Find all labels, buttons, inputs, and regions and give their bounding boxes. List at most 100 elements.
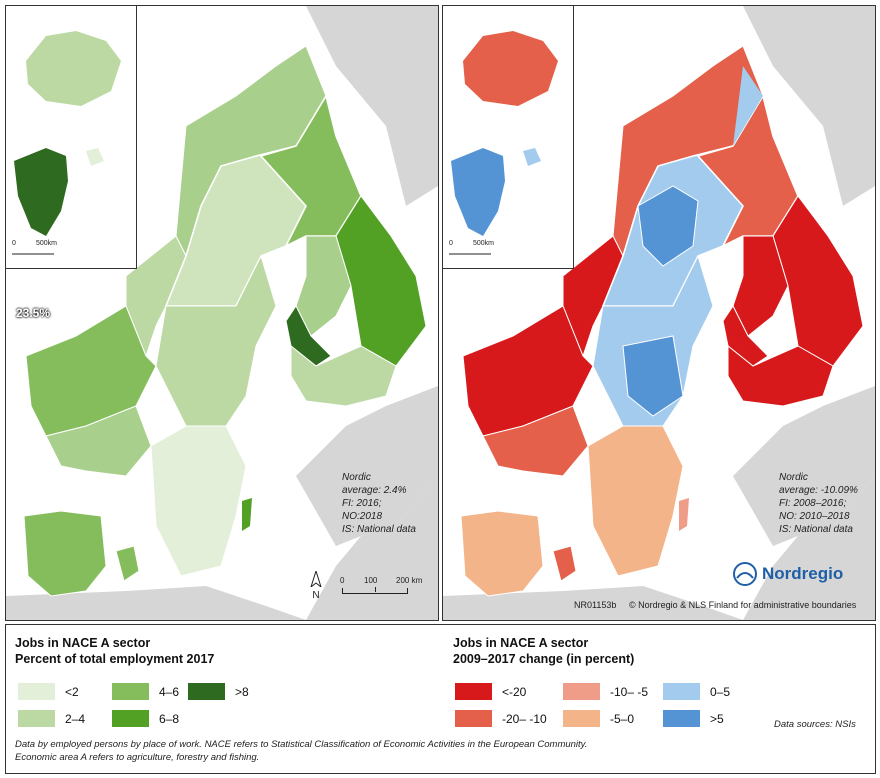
legend-item: >8: [188, 683, 249, 700]
legend-swatch: [112, 683, 149, 700]
region-sweden-norrbotten: [637, 185, 699, 267]
legend-swatch: [18, 710, 55, 727]
legend-item: <-20: [455, 683, 526, 700]
legend-swatch: [663, 683, 700, 700]
nordregio-logo-text: Nordregio: [762, 564, 844, 583]
region-iceland: [26, 31, 121, 106]
legend-left-title: Jobs in NACE A sector Percent of total e…: [15, 635, 214, 667]
legend-title-line: 2009–2017 change (in percent): [453, 652, 635, 666]
legend-label: >8: [235, 684, 249, 699]
region-norway-west: [25, 305, 157, 437]
map-employment-share: 23.5% 0 500km Nordic average: 2.4% FI: 2…: [5, 5, 439, 621]
legend-item: 0–5: [663, 683, 730, 700]
background-land-east: [296, 386, 438, 546]
inset-scale-zero: 0: [12, 240, 16, 247]
legend-item: <2: [18, 683, 79, 700]
legend-swatch: [112, 710, 149, 727]
north-arrow-icon: [310, 569, 322, 589]
region-gotland: [242, 498, 252, 531]
region-sweden-central: [622, 335, 684, 417]
legend-label: -10– -5: [610, 684, 649, 699]
map-code: NR01153b: [574, 600, 617, 610]
legend-swatch: [18, 683, 55, 700]
legend-title-line: Jobs in NACE A sector: [15, 636, 151, 650]
region-finland-south: [290, 344, 397, 407]
legend-label: -20– -10: [502, 711, 547, 726]
nordic-average-note: Nordic average: -10.09% FI: 2008–2016; N…: [779, 471, 858, 536]
note-line: average: -10.09%: [779, 485, 858, 496]
legend-label: >5: [710, 711, 724, 726]
legend-item: >5: [663, 710, 724, 727]
note-line: IS: National data: [342, 524, 416, 535]
region-svalbard: [86, 148, 104, 166]
legend-swatch: [563, 683, 600, 700]
legend-swatch: [188, 683, 225, 700]
legend-item: -5–0: [563, 710, 634, 727]
note-line: IS: National data: [779, 524, 853, 535]
gulf-of-bothnia: [246, 236, 306, 426]
legend-swatch: [455, 683, 492, 700]
legend-item: -20– -10: [455, 710, 547, 727]
background-land-south: [443, 586, 743, 620]
legend-item: 2–4: [18, 710, 85, 727]
region-norway-west: [462, 305, 594, 437]
legend-item: 6–8: [112, 710, 179, 727]
scale-bar-line: [342, 587, 408, 594]
region-finland-central: [295, 235, 352, 337]
scale-tick: 0: [340, 576, 345, 585]
greenland-inset: 0 500km: [443, 136, 574, 269]
iceland-inset: [443, 6, 574, 137]
gulf-of-bothnia: [683, 236, 743, 426]
region-denmark-islands: [552, 545, 577, 582]
map-credit: © Nordregio & NLS Finland for administra…: [629, 600, 857, 610]
data-sources: Data sources: NSIs: [774, 719, 856, 730]
region-denmark-islands: [115, 545, 140, 582]
nordregio-logo-icon: [733, 562, 757, 586]
note-line: NO: 2010–2018: [779, 511, 850, 522]
legend-title-line: Percent of total employment 2017: [15, 652, 215, 666]
background-land-east: [733, 386, 875, 546]
nordic-average-note: Nordic average: 2.4% FI: 2016; NO:2018 I…: [342, 471, 416, 536]
region-gotland: [679, 498, 689, 531]
nordregio-logo: Nordregio: [733, 562, 843, 586]
legend-swatch: [563, 710, 600, 727]
legend-swatch: [663, 710, 700, 727]
region-finland-east: [772, 195, 864, 367]
inset-scale-label: 500km: [473, 240, 495, 247]
region-svalbard: [523, 148, 541, 166]
greenland-svg: [12, 148, 104, 255]
background-land: [743, 6, 875, 620]
region-norway-south: [482, 405, 589, 477]
region-iceland: [463, 31, 558, 106]
legend-label: 6–8: [159, 711, 180, 726]
region-greenland: [14, 148, 68, 236]
legend-label: <2: [65, 684, 79, 699]
note-line: FI: 2016;: [342, 498, 382, 509]
legend-label: <-20: [502, 684, 527, 699]
legend-item: 4–6: [112, 683, 179, 700]
region-denmark: [460, 510, 544, 597]
region-finland-south: [727, 344, 834, 407]
footnote-line: Economic area A refers to agriculture, f…: [15, 752, 260, 763]
legend-panel: Jobs in NACE A sector Percent of total e…: [5, 624, 876, 774]
north-arrow: N: [310, 569, 322, 601]
legend-label: 4–6: [159, 684, 180, 699]
region-finland-north-tip: [733, 66, 763, 146]
map-left-svg: [6, 6, 438, 620]
map-employment-change: 0 500km Nordic average: -10.09% FI: 2008…: [442, 5, 876, 621]
scale-tick: 200 km: [396, 576, 423, 585]
region-finland-central: [732, 235, 789, 337]
legend-right-title: Jobs in NACE A sector 2009–2017 change (…: [453, 635, 634, 667]
legend-label: 0–5: [710, 684, 731, 699]
note-line: Nordic: [779, 472, 808, 483]
iceland-inset: [6, 6, 137, 137]
inset-scale-zero: 0: [449, 240, 453, 247]
legend-swatch: [455, 710, 492, 727]
note-line: FI: 2008–2016;: [779, 498, 847, 509]
background-land-south: [6, 586, 306, 620]
greenland-value-label: 23.5%: [16, 306, 51, 320]
note-line: NO:2018: [342, 511, 383, 522]
greenland-svg: [449, 148, 541, 255]
legend-label: 2–4: [65, 711, 86, 726]
region-sweden-south: [587, 425, 684, 577]
